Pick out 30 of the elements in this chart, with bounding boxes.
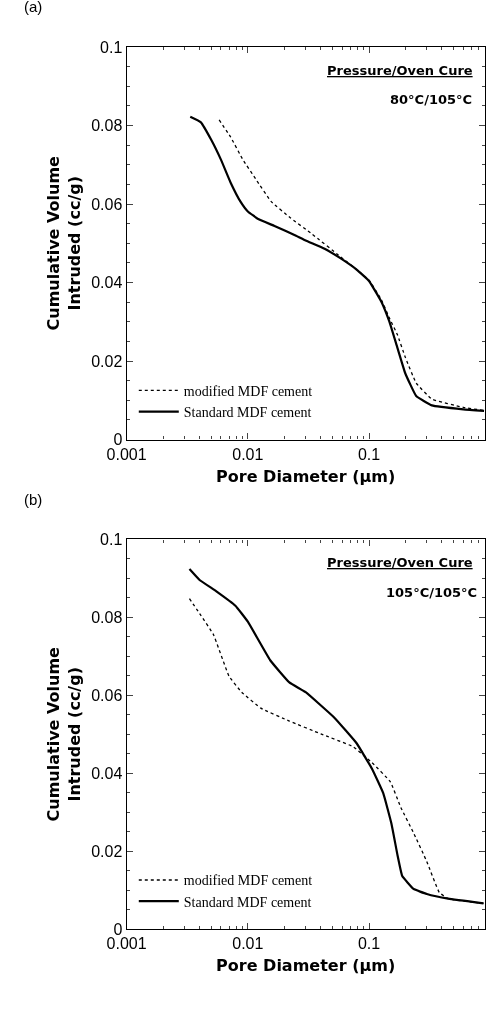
y-tick-label: 0.06 (91, 195, 123, 213)
y-tick-label: 0.04 (91, 764, 123, 782)
x-axis-title: Pore Diameter (μm) (216, 466, 396, 486)
chart-title: (a) (24, 0, 43, 15)
y-tick-label: 0.1 (100, 531, 123, 549)
x-axis-title: Pore Diameter (μm) (216, 956, 396, 976)
annotation: Pressure/Oven Cure (327, 555, 473, 570)
y-tick-label: 0.02 (91, 842, 123, 860)
x-tick-label: 0.001 (106, 935, 147, 953)
y-tick-label: 0.06 (91, 686, 123, 704)
legend-label: Standard MDF cement (183, 405, 312, 421)
chart-title: (b) (24, 491, 43, 508)
y-tick-label: 0 (113, 920, 123, 938)
y-tick-label: 0.08 (91, 608, 123, 626)
y-tick-label: 0.1 (100, 38, 123, 56)
x-tick-label: 0.01 (232, 935, 264, 953)
y-tick-label: 0.08 (91, 117, 123, 135)
legend-label: modified MDF cement (183, 873, 313, 889)
legend-label: modified MDF cement (183, 383, 313, 399)
y-tick-label: 0.04 (91, 274, 123, 292)
x-tick-label: 0.1 (357, 935, 381, 953)
y-tick-label: 0.02 (91, 352, 123, 370)
y-axis-title: Cumulative Volume Intruded (cc/g) (44, 646, 85, 822)
y-axis-title: Cumulative Volume Intruded (cc/g) (44, 155, 85, 331)
annotation: Pressure/Oven Cure (327, 63, 473, 78)
annotation: 80°C/105°C (390, 92, 473, 107)
x-tick-label: 0.01 (232, 445, 264, 463)
x-tick-label: 0.1 (357, 445, 381, 463)
annotation: 105°C/105°C (386, 585, 478, 600)
legend-label: Standard MDF cement (183, 894, 312, 910)
